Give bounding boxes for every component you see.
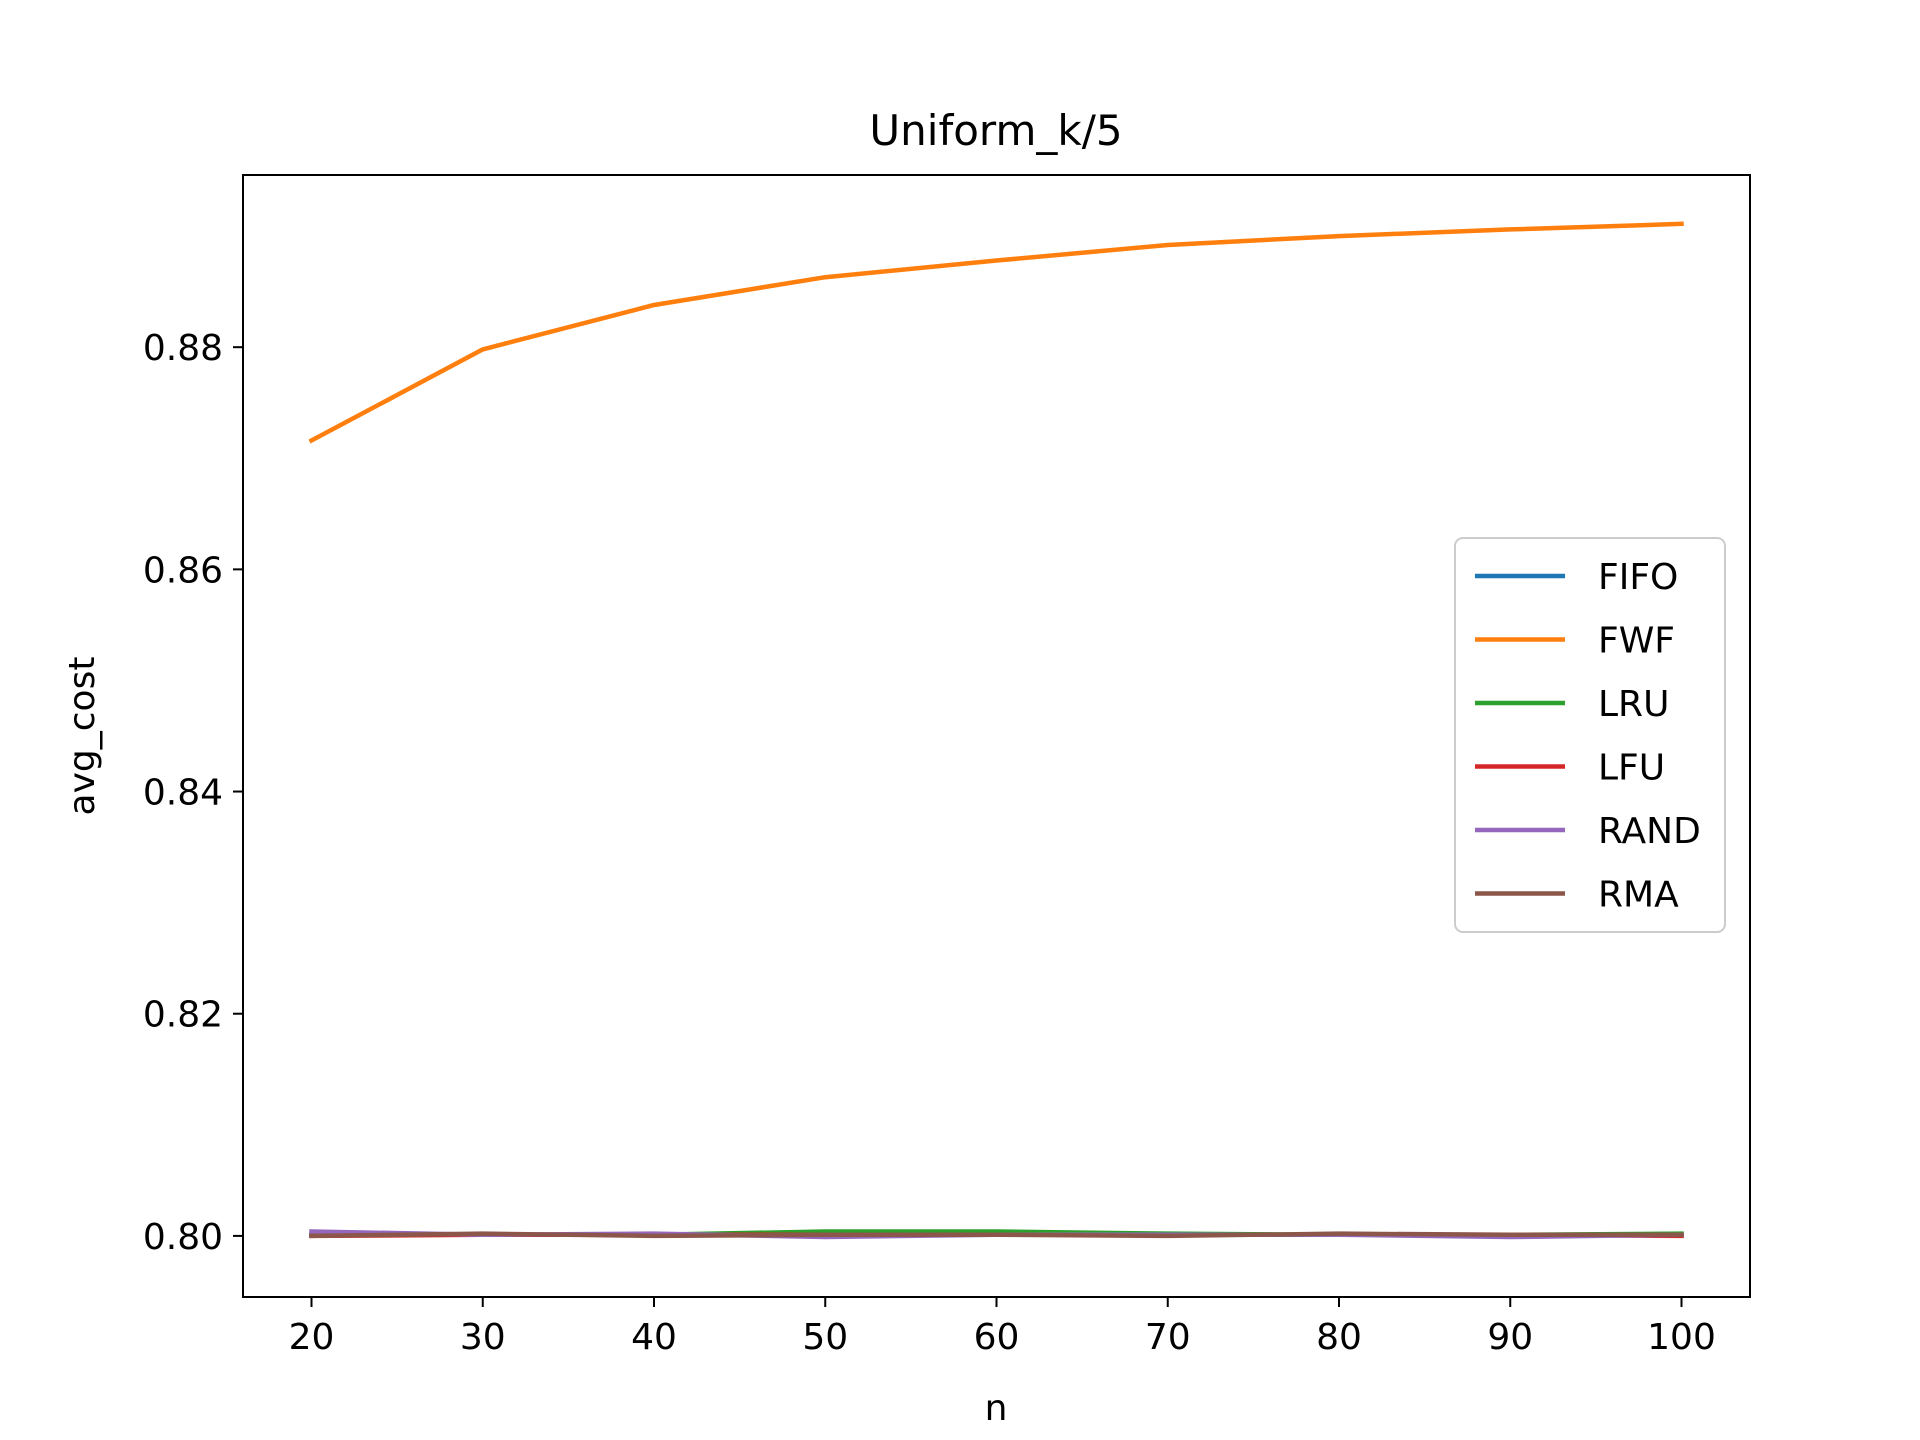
legend-label-rand: RAND xyxy=(1598,811,1701,852)
y-tick-label: 0.84 xyxy=(143,773,223,814)
legend-frame xyxy=(1454,537,1726,933)
x-tick-label: 70 xyxy=(1145,1317,1191,1358)
x-tick-label: 80 xyxy=(1316,1317,1362,1358)
x-axis-label: n xyxy=(985,1388,1008,1429)
x-tick-label: 100 xyxy=(1647,1317,1716,1358)
y-tick-label: 0.82 xyxy=(143,995,223,1036)
chart-title: Uniform_k/5 xyxy=(869,106,1122,155)
legend-items: FIFO FWF LRU LFU RAND RMA xyxy=(1475,557,1701,916)
plot-lines xyxy=(308,221,1684,1240)
y-tick-label: 0.80 xyxy=(143,1217,223,1258)
x-axis-ticks: 20 30 40 50 60 70 80 90 100 xyxy=(289,1297,1716,1358)
y-axis-ticks: 0.80 0.82 0.84 0.86 0.88 xyxy=(143,328,243,1258)
legend-label-fifo: FIFO xyxy=(1598,557,1678,598)
y-tick-label: 0.86 xyxy=(143,550,223,591)
x-tick-label: 60 xyxy=(974,1317,1020,1358)
x-tick-label: 40 xyxy=(631,1317,677,1358)
y-tick-label: 0.88 xyxy=(143,328,223,369)
legend-label-lfu: LFU xyxy=(1598,748,1665,789)
legend-label-lru: LRU xyxy=(1598,684,1669,725)
x-tick-label: 20 xyxy=(289,1317,335,1358)
series-line-fwf xyxy=(308,221,1684,444)
y-axis-label: avg_cost xyxy=(62,657,103,816)
legend: FIFO FWF LRU LFU RAND RMA xyxy=(1454,537,1726,933)
x-tick-label: 30 xyxy=(460,1317,506,1358)
series-line-rma xyxy=(309,1231,1684,1239)
x-tick-label: 90 xyxy=(1487,1317,1533,1358)
legend-label-rma: RMA xyxy=(1598,875,1679,916)
x-tick-label: 50 xyxy=(802,1317,848,1358)
legend-label-fwf: FWF xyxy=(1598,621,1675,662)
